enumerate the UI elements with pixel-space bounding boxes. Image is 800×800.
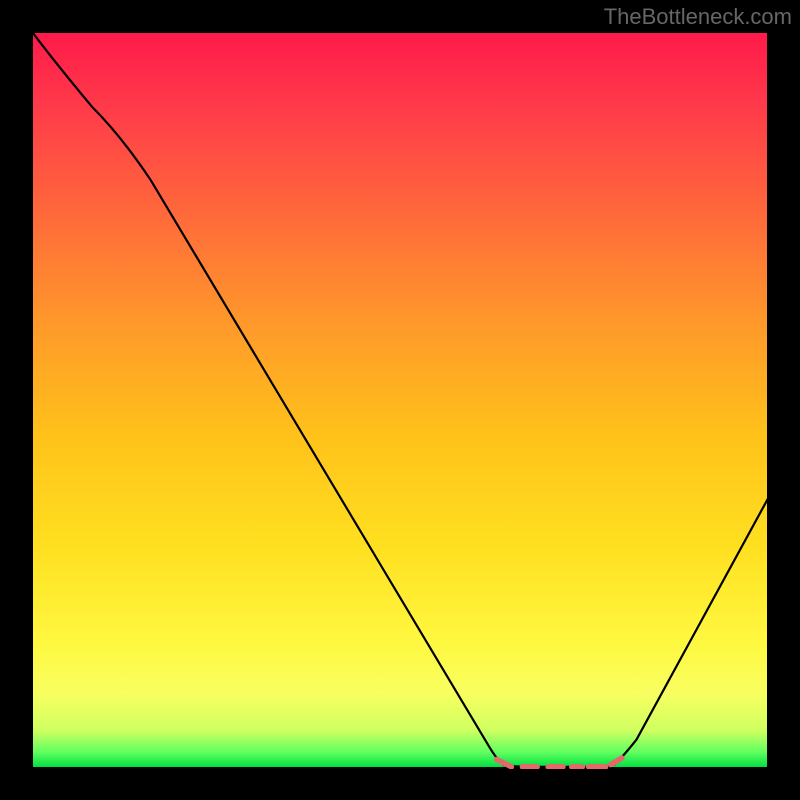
valley-accent-dash <box>497 759 512 766</box>
watermark-text: TheBottleneck.com <box>604 4 792 30</box>
curve-svg <box>33 33 769 769</box>
main-curve <box>33 33 769 767</box>
plot-area <box>32 32 768 768</box>
bottleneck-chart: TheBottleneck.com <box>0 0 800 800</box>
valley-accent-dash <box>611 758 622 765</box>
